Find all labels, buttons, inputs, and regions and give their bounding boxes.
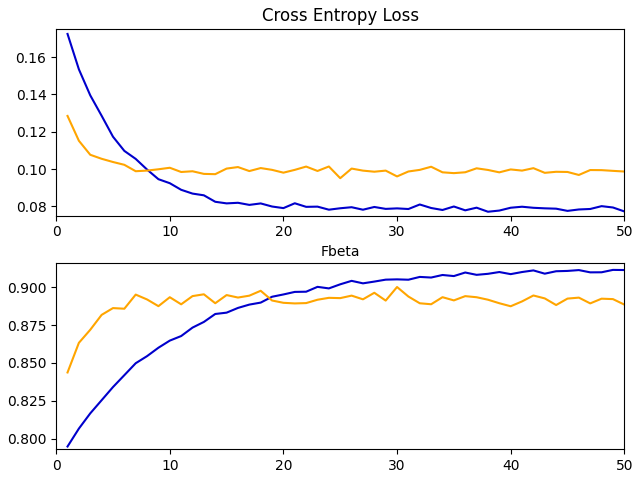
- Title: Cross Entropy Loss: Cross Entropy Loss: [262, 7, 419, 25]
- X-axis label: Fbeta: Fbeta: [321, 245, 360, 259]
